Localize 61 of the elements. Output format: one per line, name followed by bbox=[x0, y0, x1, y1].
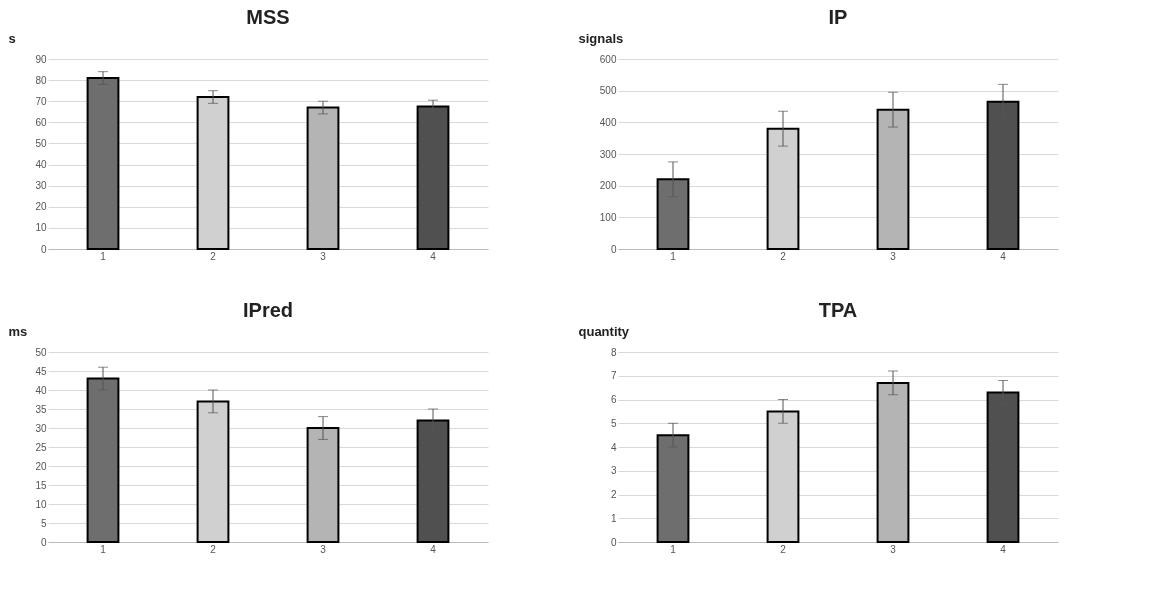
y-tick-label: 70 bbox=[35, 95, 47, 107]
y-tick-label: 1 bbox=[610, 512, 617, 524]
chart-title: MSS bbox=[246, 6, 290, 28]
x-tick-label: 2 bbox=[210, 250, 217, 262]
y-tick-label: 40 bbox=[35, 159, 47, 171]
y-tick-label: 0 bbox=[610, 243, 617, 255]
x-tick-label: 2 bbox=[210, 543, 217, 555]
chart-title: IPred bbox=[242, 299, 294, 321]
y-tick-label: 100 bbox=[599, 211, 617, 223]
y-tick-label: 4 bbox=[610, 441, 617, 453]
x-tick-label: 2 bbox=[780, 543, 787, 555]
x-tick-label: 3 bbox=[320, 543, 327, 555]
x-tick-label: 3 bbox=[890, 543, 897, 555]
x-tick-label: 3 bbox=[890, 250, 897, 262]
y-axis-title: s bbox=[8, 30, 16, 46]
y-tick-label: 30 bbox=[35, 180, 47, 192]
y-tick-label: 3 bbox=[610, 465, 617, 477]
y-axis-title: ms bbox=[8, 323, 28, 339]
y-tick-label: 2 bbox=[610, 489, 617, 500]
x-tick-label: 4 bbox=[1000, 543, 1007, 555]
x-tick-label: 1 bbox=[100, 250, 107, 262]
y-tick-label: 25 bbox=[35, 441, 47, 453]
y-tick-label: 30 bbox=[35, 422, 47, 434]
y-axis-title: quantity bbox=[578, 323, 630, 339]
y-tick-label: 7 bbox=[610, 370, 617, 382]
x-tick-label: 3 bbox=[320, 250, 327, 262]
y-tick-label: 80 bbox=[35, 74, 47, 86]
y-tick-label: 15 bbox=[35, 479, 47, 491]
y-tick-label: 300 bbox=[599, 148, 617, 160]
y-tick-label: 400 bbox=[599, 116, 617, 128]
x-tick-label: 1 bbox=[100, 543, 107, 555]
x-tick-label: 1 bbox=[670, 543, 677, 555]
y-tick-label: 6 bbox=[610, 394, 617, 405]
y-tick-label: 20 bbox=[35, 460, 47, 472]
x-tick-label: 4 bbox=[1000, 250, 1007, 262]
y-tick-label: 5 bbox=[40, 517, 47, 529]
y-tick-label: 35 bbox=[35, 403, 47, 415]
y-tick-label: 0 bbox=[610, 536, 617, 548]
y-tick-label: 5 bbox=[610, 417, 617, 429]
chart-title: TPA bbox=[818, 299, 858, 321]
y-tick-label: 90 bbox=[35, 53, 47, 65]
y-tick-label: 10 bbox=[35, 222, 47, 234]
y-tick-label: 500 bbox=[599, 85, 617, 97]
y-axis-title: signals bbox=[578, 30, 624, 46]
x-tick-label: 2 bbox=[780, 250, 787, 262]
y-tick-label: 600 bbox=[599, 53, 617, 65]
chart-title: IP bbox=[828, 6, 848, 28]
y-tick-label: 8 bbox=[610, 346, 617, 358]
y-tick-label: 45 bbox=[35, 365, 47, 377]
y-tick-label: 0 bbox=[40, 243, 47, 255]
y-tick-label: 40 bbox=[35, 384, 47, 396]
y-tick-label: 60 bbox=[35, 116, 47, 128]
x-tick-label: 1 bbox=[670, 250, 677, 262]
y-tick-label: 0 bbox=[40, 536, 47, 548]
y-tick-label: 20 bbox=[35, 201, 47, 213]
x-tick-label: 4 bbox=[430, 250, 437, 262]
y-tick-label: 10 bbox=[35, 498, 47, 510]
y-tick-label: 50 bbox=[35, 346, 47, 358]
x-tick-label: 4 bbox=[430, 543, 437, 555]
y-tick-label: 50 bbox=[35, 137, 47, 149]
y-tick-label: 200 bbox=[599, 180, 617, 192]
